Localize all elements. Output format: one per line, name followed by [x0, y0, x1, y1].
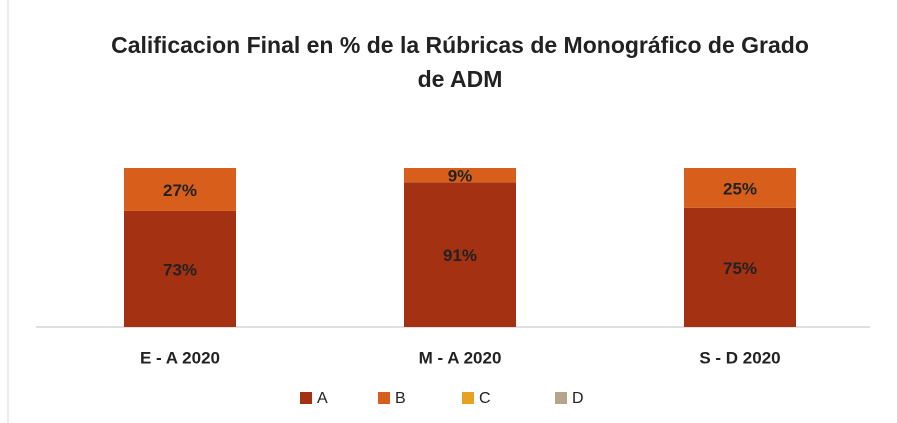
legend-label: B: [395, 390, 406, 407]
data-label: 25%: [723, 179, 757, 198]
x-tick-label: E - A 2020: [140, 348, 220, 367]
legend-label: C: [479, 390, 491, 407]
data-label: 73%: [163, 260, 197, 279]
chart-title: Calificacion Final en % de la Rúbricas d…: [111, 32, 809, 92]
bar-segment: [124, 210, 236, 327]
x-tick-label: M - A 2020: [419, 348, 502, 367]
data-label: 9%: [448, 167, 473, 186]
legend-label: A: [317, 390, 328, 407]
x-tick-label: S - D 2020: [699, 348, 780, 367]
bar-segment: [684, 207, 796, 327]
legend-swatch: [300, 392, 312, 404]
bar-segment: [404, 168, 516, 183]
bar-segment: [124, 168, 236, 211]
data-label: 75%: [723, 259, 757, 278]
bar-segment: [684, 168, 796, 208]
legend-swatch: [378, 392, 390, 404]
data-label: 91%: [443, 246, 477, 265]
legend-label: D: [572, 390, 584, 407]
bar-segment: [404, 182, 516, 327]
legend-swatch: [462, 392, 474, 404]
data-label: 27%: [163, 181, 197, 200]
legend-swatch: [555, 392, 567, 404]
